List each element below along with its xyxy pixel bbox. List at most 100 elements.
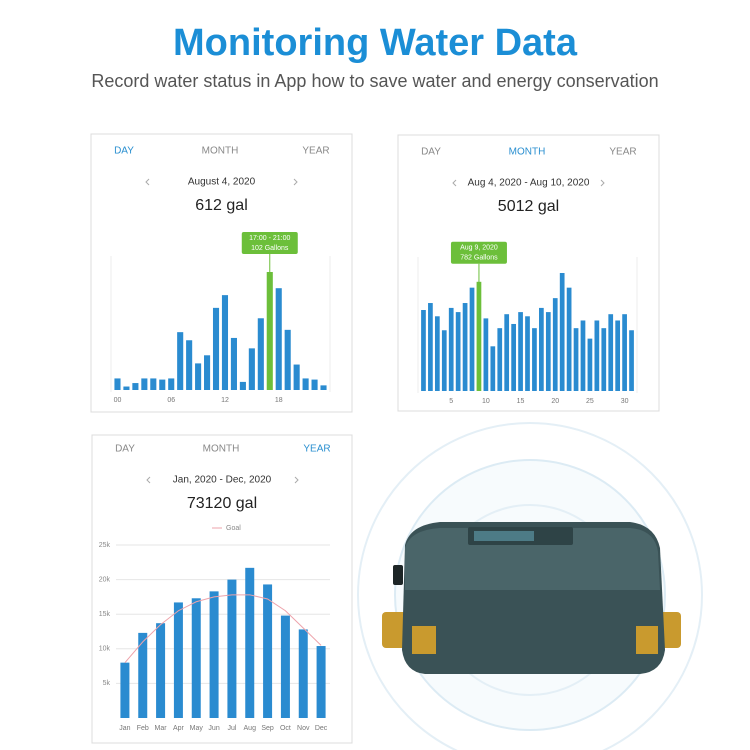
subtitle: Record water status in App how to save w… — [91, 71, 658, 91]
bar — [483, 318, 489, 391]
prev-arrow — [145, 178, 150, 186]
x-tick-label: 06 — [167, 397, 175, 404]
next-arrow — [600, 179, 605, 187]
y-tick-label: 20k — [99, 576, 111, 583]
bar — [539, 307, 544, 391]
bar — [525, 316, 530, 391]
bar — [615, 320, 621, 391]
tab: MONTH — [202, 146, 239, 157]
x-tick-label: 10 — [482, 398, 490, 405]
total: 5012 gal — [498, 198, 559, 215]
x-tick-label: Feb — [137, 725, 149, 732]
bar — [150, 378, 157, 390]
x-tick-label: 25 — [586, 398, 594, 405]
tooltip-text: Aug 9, 2020 — [460, 245, 498, 252]
y-tick-label: 25k — [99, 542, 111, 549]
bar — [316, 646, 326, 718]
bar — [141, 378, 148, 390]
bar — [552, 298, 558, 391]
bar — [455, 312, 461, 391]
bar — [248, 348, 255, 390]
bar — [195, 363, 202, 390]
bar — [120, 662, 130, 718]
tooltip — [450, 241, 507, 264]
bar — [573, 328, 579, 391]
bar — [293, 364, 300, 390]
brass-thread — [636, 626, 658, 654]
bar — [159, 379, 166, 390]
bar — [622, 314, 627, 391]
bar — [518, 312, 523, 391]
bar — [227, 579, 237, 718]
bar — [504, 314, 510, 391]
bar — [545, 312, 551, 391]
side-button — [393, 565, 403, 585]
y-tick-label: 15k — [99, 611, 111, 618]
bar — [275, 288, 282, 390]
bar — [230, 337, 237, 390]
x-tick-label: Dec — [315, 725, 328, 732]
bar — [132, 383, 139, 390]
panel — [91, 434, 353, 744]
bar — [298, 629, 308, 718]
product-photo — [357, 422, 703, 750]
x-tick-label: Aug — [244, 725, 257, 732]
panel — [90, 133, 353, 413]
bar — [173, 602, 183, 718]
bar — [245, 567, 255, 718]
bar — [257, 318, 264, 390]
bar — [594, 320, 600, 391]
x-tick-label: Sep — [261, 725, 274, 732]
x-tick-label: 00 — [114, 397, 122, 404]
bar — [448, 307, 454, 391]
bar — [511, 323, 516, 391]
brass-thread — [412, 626, 436, 654]
bar — [559, 273, 565, 391]
x-tick-label: Jan — [119, 725, 130, 732]
bar — [114, 378, 121, 390]
tooltip-text: 17:00 - 21:00 — [249, 235, 290, 242]
tab: YEAR — [302, 146, 329, 157]
x-tick-label: May — [190, 725, 204, 732]
bar — [434, 316, 440, 391]
bar — [580, 320, 586, 391]
date: Aug 4, 2020 - Aug 10, 2020 — [468, 178, 590, 189]
total: 612 gal — [195, 197, 248, 214]
next-arrow — [293, 178, 298, 186]
bar — [263, 584, 273, 718]
tooltip-text: 782 Gallons — [460, 255, 498, 262]
x-tick-label: Jul — [227, 725, 236, 732]
bar — [156, 623, 166, 718]
bar — [428, 303, 433, 391]
tab: DAY — [115, 444, 135, 455]
x-tick-label: Jun — [208, 725, 219, 732]
tab: YEAR — [303, 444, 330, 455]
tab: YEAR — [609, 147, 636, 158]
bar — [138, 632, 148, 718]
bar — [608, 314, 614, 391]
ripple — [357, 422, 703, 750]
bar — [601, 328, 607, 391]
date: Jan, 2020 - Dec, 2020 — [173, 475, 272, 486]
bar — [186, 340, 193, 390]
bar — [168, 378, 175, 390]
prev-arrow — [146, 476, 151, 484]
bar — [280, 615, 290, 718]
bar — [462, 303, 468, 391]
tab: DAY — [421, 147, 441, 158]
x-tick-label: Apr — [173, 725, 185, 732]
date: August 4, 2020 — [188, 177, 256, 188]
x-tick-label: 20 — [551, 398, 559, 405]
bar — [284, 329, 291, 390]
x-tick-label: Mar — [155, 725, 168, 732]
bar — [212, 307, 220, 390]
bar — [239, 381, 246, 390]
x-tick-label: 15 — [517, 398, 525, 405]
prev-arrow — [452, 179, 457, 187]
bar — [221, 295, 229, 390]
tooltip-text: 102 Gallons — [251, 245, 289, 252]
bar — [587, 338, 593, 391]
y-tick-label: 10k — [99, 646, 111, 653]
bar — [209, 591, 219, 718]
